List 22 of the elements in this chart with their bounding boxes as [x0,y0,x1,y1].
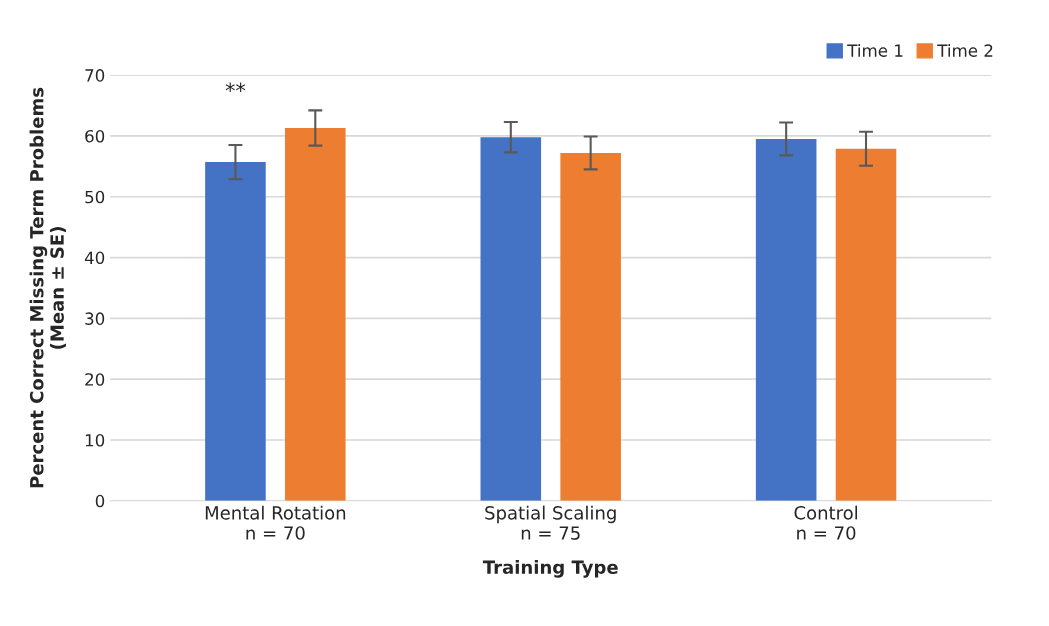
bar [755,138,817,501]
x-tick-label: Control n = 70 [794,505,858,540]
bar [205,162,266,501]
y-tick-label: 10 [85,433,105,447]
x-axis-title: Training Type [482,560,618,578]
y-tick-label: 60 [85,129,105,143]
y-tick-label: 50 [85,190,105,204]
bar [480,137,542,501]
legend-label: Time 1 [847,43,903,57]
y-tick-label: 20 [85,373,105,386]
y-tick-label: 0 [95,494,105,508]
y-tick-label: 70 [85,69,105,82]
x-tick-label: Mental Rotation n = 70 [205,505,346,540]
bar [285,128,346,501]
bar [835,148,897,501]
legend-label: Time 2 [937,43,993,57]
x-tick-label: Spatial Scaling n = 75 [485,505,616,540]
y-tick-label: 40 [84,251,105,265]
y-tick-label: 30 [85,312,105,325]
y-axis-title: Percent Correct Missing Term Problems (Mean ± SE) [29,87,67,488]
annotation: ** [225,82,246,92]
bar [560,152,621,501]
